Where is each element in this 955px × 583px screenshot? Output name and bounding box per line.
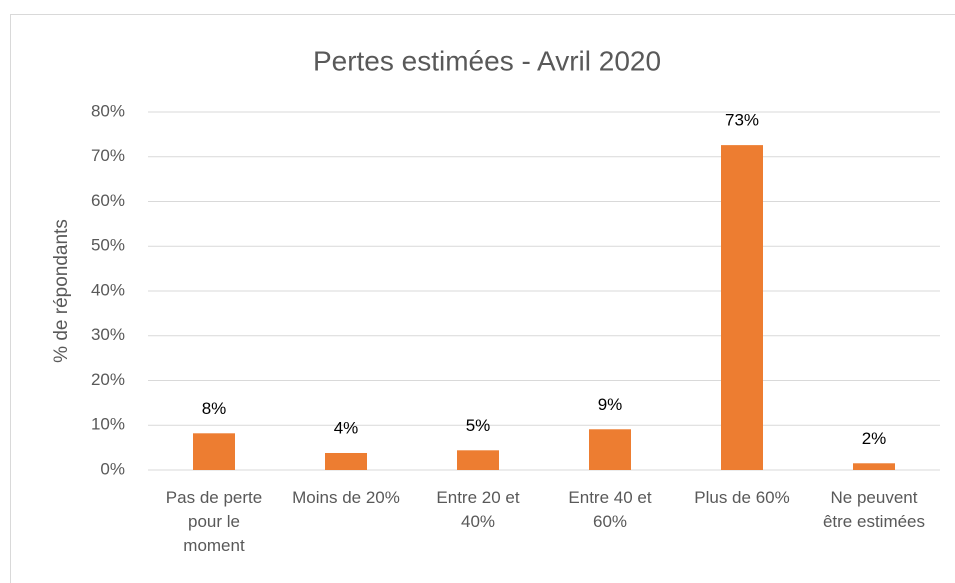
chart-title: Pertes estimées - Avril 2020	[313, 45, 661, 76]
bar	[721, 145, 763, 471]
y-tick-label: 30%	[91, 325, 125, 344]
y-tick-label: 50%	[91, 236, 125, 255]
data-label: 4%	[334, 418, 359, 437]
bar	[325, 452, 367, 470]
bar	[457, 450, 499, 470]
x-tick-label: Moins de 20%	[292, 488, 400, 507]
y-tick-label: 70%	[91, 146, 125, 165]
x-tick-label: Entre 20 et 40%	[436, 488, 520, 531]
x-tick-label: Ne peuvent être estimées	[822, 488, 926, 531]
x-tick-label: Plus de 60%	[694, 488, 790, 507]
data-label: 5%	[466, 416, 491, 435]
bar	[193, 433, 235, 470]
y-tick-label: 80%	[91, 101, 125, 120]
y-tick-label: 10%	[91, 415, 125, 434]
data-label: 8%	[202, 399, 227, 418]
bar	[853, 463, 895, 470]
x-tick-label: Pas de perte pour le moment	[165, 488, 263, 555]
bar	[589, 429, 631, 470]
data-label: 9%	[598, 395, 623, 414]
y-axis-label: % de répondants	[51, 219, 72, 363]
chart-border	[10, 14, 955, 583]
x-tick-label: Entre 40 et 60%	[568, 488, 652, 531]
data-label: 2%	[862, 429, 887, 448]
y-tick-label: 60%	[91, 191, 125, 210]
y-tick-label: 0%	[100, 459, 125, 478]
y-tick-label: 40%	[91, 280, 125, 299]
data-label: 73%	[725, 111, 759, 130]
y-tick-label: 20%	[91, 370, 125, 389]
